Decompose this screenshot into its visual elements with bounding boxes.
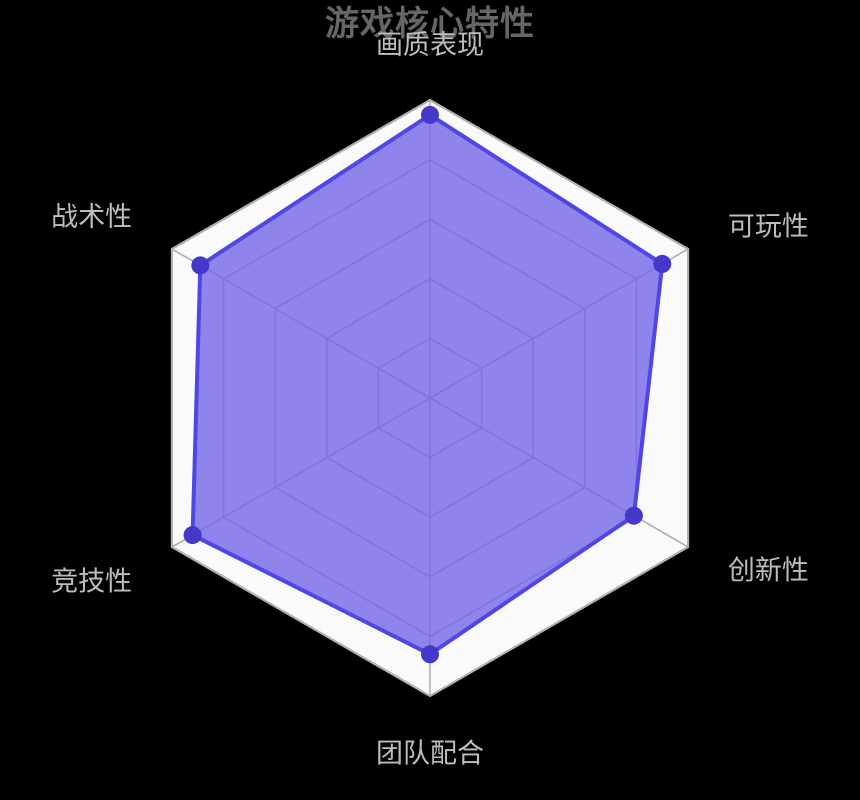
radar-data-point: [421, 645, 439, 664]
radar-axis-label-4: 竞技性: [51, 566, 132, 597]
radar-data-point: [183, 526, 202, 545]
radar-data-point: [624, 506, 643, 525]
radar-axis-label-3: 团队配合: [376, 738, 484, 769]
chart-title: 游戏核心特性: [325, 4, 535, 44]
radar-axis-label-0: 画质表现: [376, 30, 484, 61]
radar-data-point: [421, 105, 439, 124]
radar-series-area: [192, 114, 663, 655]
radar-axis-label-2: 创新性: [728, 555, 809, 586]
radar-data-point: [653, 254, 672, 273]
radar-series-markers: [183, 105, 672, 664]
radar-data-point: [191, 256, 210, 275]
radar-axis-label-5: 战术性: [51, 202, 132, 233]
radar-axis-label-1: 可玩性: [728, 211, 809, 242]
